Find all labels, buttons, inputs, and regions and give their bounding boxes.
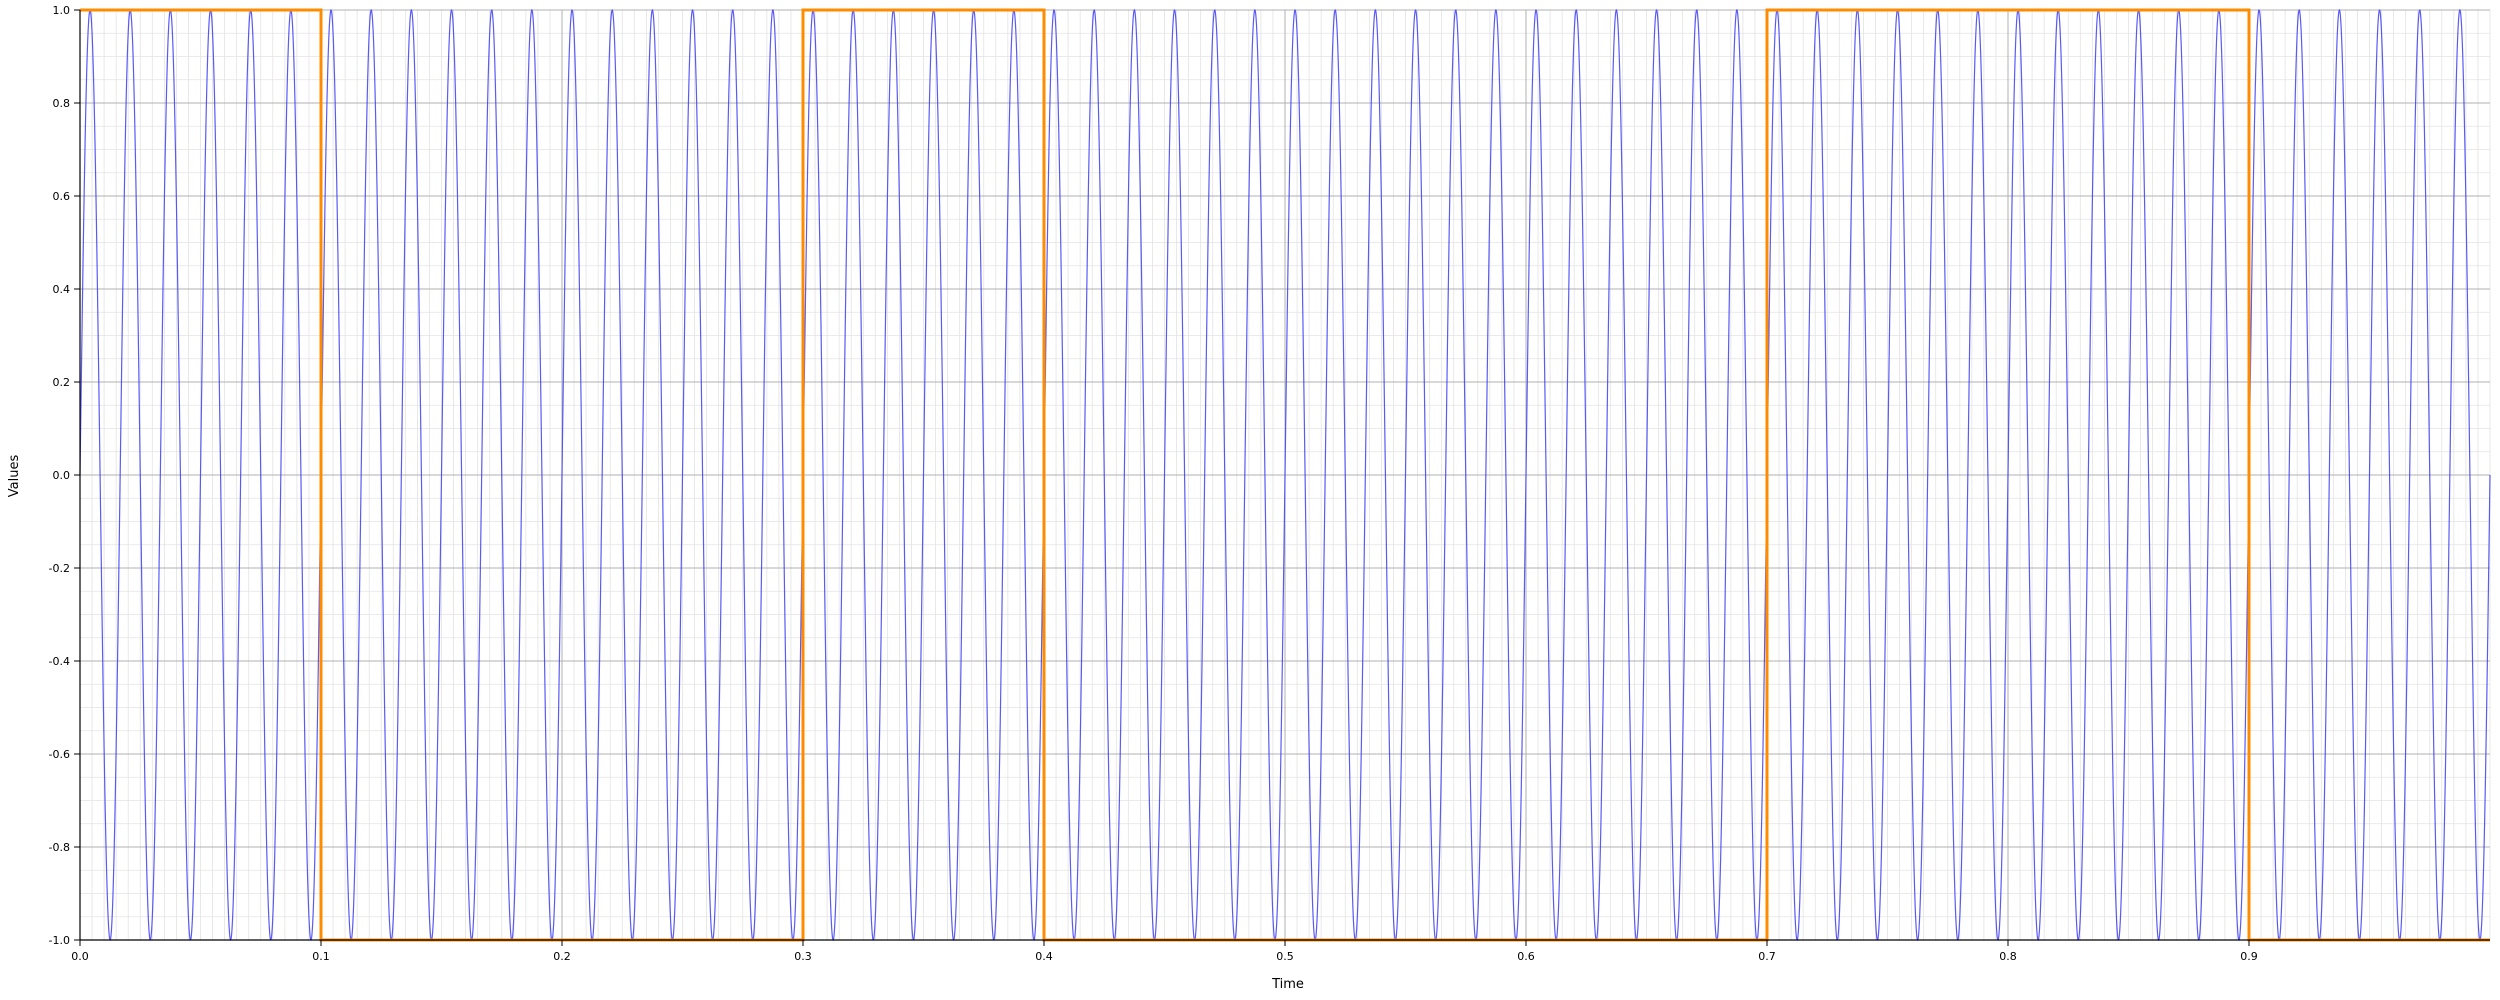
y-tick-label: 0.4 — [53, 283, 71, 296]
x-tick-label: 0.3 — [794, 950, 812, 963]
y-tick-label: -0.6 — [49, 748, 70, 761]
square-series-line — [80, 8, 2490, 942]
y-tick-label: 0.0 — [53, 469, 71, 482]
y-tick-label: -0.4 — [49, 655, 70, 668]
x-tick-label: 0.9 — [2240, 950, 2258, 963]
x-tick-label: 0.5 — [1276, 950, 1294, 963]
x-tick-label: 0.1 — [312, 950, 330, 963]
x-tick-label: 0.8 — [1999, 950, 2017, 963]
y-tick-label: 0.6 — [53, 190, 71, 203]
x-tick-label: 0.7 — [1758, 950, 1776, 963]
x-axis-ticks: 0.0 0.1 0.2 0.3 0.4 0.5 0.6 0.7 0.8 0.9 — [71, 940, 2258, 963]
y-tick-label: 0.8 — [53, 97, 71, 110]
x-tick-label: 0.2 — [553, 950, 571, 963]
series-layer — [79, 8, 2491, 942]
y-axis-ticks: -1.0 -0.8 -0.6 -0.4 -0.2 0.0 0.2 0.4 0.6 0.8 1.0 — [49, 4, 80, 947]
sine-series-line — [79, 8, 2491, 942]
x-tick-label: 0.0 — [71, 950, 89, 963]
y-tick-label: -0.8 — [49, 841, 70, 854]
y-tick-label: -1.0 — [49, 934, 70, 947]
y-tick-label: -0.2 — [49, 562, 70, 575]
y-tick-label: 0.2 — [53, 376, 71, 389]
x-tick-label: 0.6 — [1517, 950, 1535, 963]
y-axis-title: Values — [7, 455, 22, 498]
y-tick-label: 1.0 — [53, 4, 71, 17]
x-axis-title: Time — [1271, 977, 1304, 992]
x-tick-label: 0.4 — [1035, 950, 1053, 963]
